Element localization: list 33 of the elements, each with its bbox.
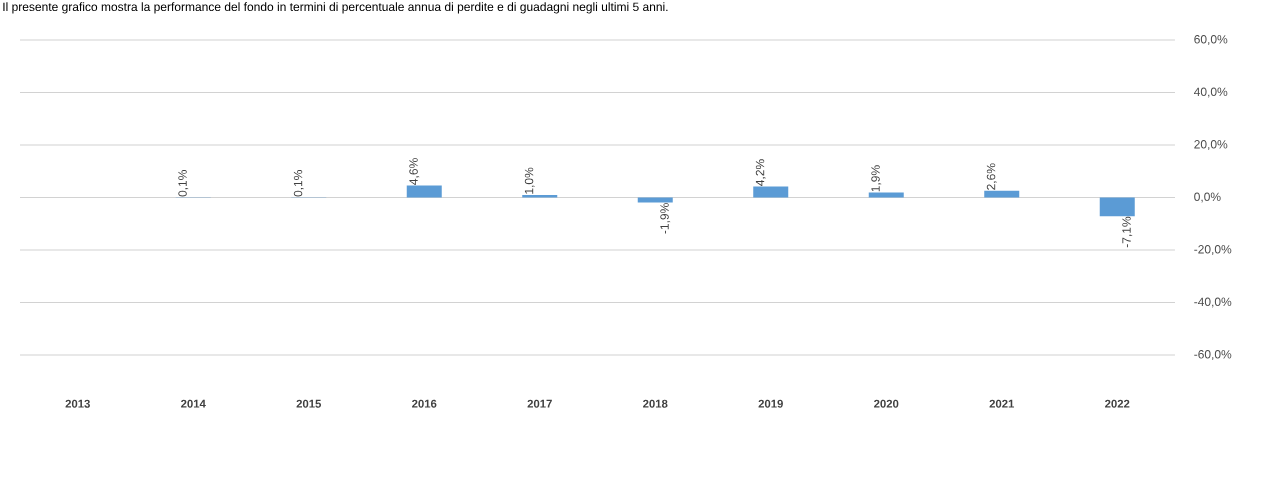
x-tick-label: 2022 [1105,399,1130,408]
data-label: 4,2% [755,159,766,186]
bar [753,186,789,198]
bar [984,190,1020,198]
x-tick-label: 2015 [296,399,322,408]
x-tick-label: 2021 [989,399,1015,408]
y-tick-label: 20,0% [1194,140,1228,150]
y-tick-label: -40,0% [1194,297,1232,308]
data-label: 1,9% [871,165,882,192]
y-tick-label: 60,0% [1194,35,1228,45]
data-label: 4,6% [409,158,420,185]
x-tick-label: 2020 [874,399,899,408]
chart-title: Il presente grafico mostra la performance del fondo in termini di percentuale annua di perdite e di guadagni negli ultimi 5 anni. [3,2,668,14]
y-tick-label: 0,0% [1194,192,1221,203]
bar [406,185,442,198]
x-tick-label: 2017 [527,399,552,408]
y-tick-label: -20,0% [1194,245,1232,255]
x-tick-label: 2018 [643,399,668,408]
x-tick-label: 2014 [181,399,206,408]
x-tick-label: 2016 [412,399,437,408]
x-tick-label: 2019 [758,399,783,408]
x-tick-label: 2013 [65,399,90,408]
data-label: 0,1% [293,170,304,197]
data-label: 0,1% [178,170,189,197]
data-label: 1,0% [524,167,535,194]
data-label: -1,9% [660,203,671,234]
data-label: -7,1% [1122,216,1133,248]
y-tick-label: -60,0% [1194,350,1232,360]
y-tick-label: 40,0% [1193,87,1228,98]
data-label: 2,6% [986,163,997,190]
bar [1099,197,1135,217]
bar [868,192,904,198]
bar [522,194,558,198]
